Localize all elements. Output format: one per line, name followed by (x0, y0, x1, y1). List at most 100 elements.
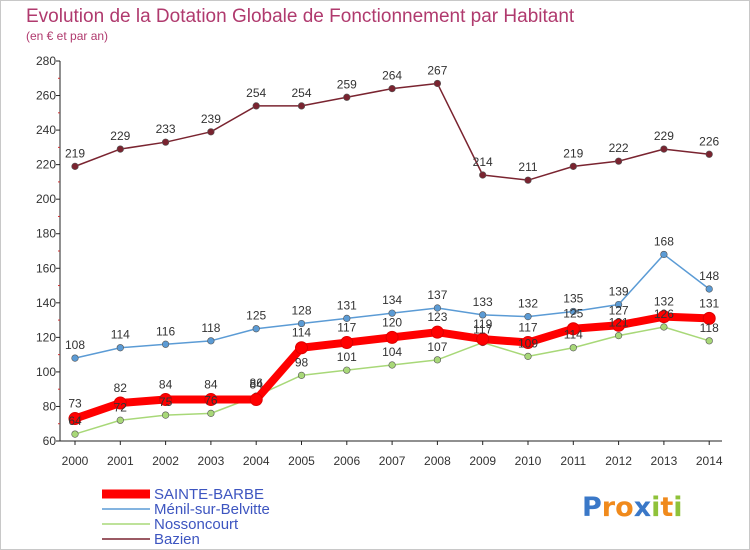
data-point-sainte-barbe (521, 336, 535, 350)
data-point-bazien (433, 79, 442, 88)
data-label-sainte-barbe: 119 (473, 317, 492, 331)
data-point-sainte-barbe (702, 311, 716, 325)
data-point-sainte-barbe (68, 412, 82, 426)
x-tick-label: 2004 (243, 454, 270, 468)
data-point-bazien (705, 150, 713, 158)
x-tick-label: 2003 (198, 454, 225, 468)
x-tick-label: 2008 (424, 454, 451, 468)
data-label-nossoncourt: 109 (518, 336, 538, 350)
data-point-bazien (479, 171, 487, 179)
data-point-sainte-barbe (204, 393, 218, 407)
data-label-nossoncourt: 118 (700, 321, 719, 335)
data-label-m-nil-sur-belvitte: 118 (201, 321, 220, 335)
data-label-m-nil-sur-belvitte: 125 (246, 309, 266, 323)
data-label-m-nil-sur-belvitte: 131 (337, 298, 357, 312)
legend-label: SAINTE-BARBE (154, 486, 264, 503)
data-label-nossoncourt: 126 (654, 307, 674, 321)
data-point-m-nil-sur-belvitte (71, 354, 79, 362)
data-point-nossoncourt (433, 356, 442, 364)
data-point-m-nil-sur-belvitte (705, 285, 713, 293)
data-point-m-nil-sur-belvitte (162, 340, 170, 348)
logo-letter: r (602, 492, 616, 523)
data-point-nossoncourt (705, 337, 713, 345)
x-tick-label: 2001 (107, 454, 134, 468)
data-point-nossoncourt (207, 409, 215, 417)
data-point-nossoncourt (569, 344, 577, 352)
data-point-m-nil-sur-belvitte (660, 250, 668, 259)
data-label-bazien: 214 (473, 155, 493, 169)
proxiti-logo: Proxiti (582, 492, 683, 523)
data-point-bazien (614, 157, 623, 165)
data-label-m-nil-sur-belvitte: 137 (427, 288, 447, 302)
legend-label: Nossoncourt (154, 516, 239, 533)
x-tick-label: 2011 (560, 454, 586, 468)
data-point-nossoncourt (524, 352, 532, 360)
data-point-m-nil-sur-belvitte (343, 314, 351, 322)
logo-letter: i (651, 492, 660, 523)
y-tick-label: 180 (36, 227, 56, 241)
logo-text: Proxiti (582, 492, 683, 523)
data-label-bazien: 226 (699, 134, 719, 148)
data-label-nossoncourt: 72 (114, 400, 128, 414)
logo-letter: i (673, 492, 682, 523)
data-label-nossoncourt: 98 (295, 355, 309, 369)
data-point-bazien (207, 128, 215, 136)
data-label-sainte-barbe: 82 (114, 381, 128, 395)
data-point-bazien (524, 176, 532, 184)
data-label-bazien: 267 (427, 63, 447, 77)
data-label-m-nil-sur-belvitte: 148 (699, 269, 719, 283)
data-label-m-nil-sur-belvitte: 108 (65, 338, 85, 352)
data-label-m-nil-sur-belvitte: 132 (518, 297, 538, 311)
data-point-m-nil-sur-belvitte (388, 309, 396, 317)
data-label-bazien: 233 (156, 122, 176, 136)
data-label-nossoncourt: 75 (159, 395, 173, 409)
data-point-nossoncourt (162, 411, 170, 419)
data-label-m-nil-sur-belvitte: 128 (291, 304, 311, 318)
data-label-bazien: 222 (609, 141, 629, 155)
data-label-m-nil-sur-belvitte: 133 (473, 295, 493, 309)
data-label-bazien: 219 (563, 146, 583, 160)
data-point-m-nil-sur-belvitte (524, 313, 532, 321)
data-point-nossoncourt (297, 371, 306, 379)
data-label-m-nil-sur-belvitte: 134 (382, 293, 402, 307)
data-point-bazien (343, 93, 351, 101)
data-label-bazien: 219 (65, 146, 85, 160)
data-label-bazien: 264 (382, 69, 402, 83)
chart-title: Evolution de la Dotation Globale de Fonc… (26, 6, 575, 27)
data-point-nossoncourt (660, 323, 668, 331)
data-point-sainte-barbe (566, 322, 580, 336)
data-label-sainte-barbe: 127 (609, 303, 629, 317)
y-tick-label: 80 (43, 399, 57, 413)
data-label-sainte-barbe: 73 (68, 397, 82, 411)
data-label-sainte-barbe: 131 (699, 296, 719, 310)
x-tick-label: 2013 (651, 454, 678, 468)
data-point-bazien (388, 85, 396, 93)
data-label-nossoncourt: 121 (609, 316, 629, 330)
data-point-bazien (660, 145, 668, 153)
data-label-nossoncourt: 101 (337, 350, 357, 364)
data-label-sainte-barbe: 84 (204, 378, 218, 392)
x-tick-label: 2009 (469, 454, 496, 468)
legend-label: Bazien (154, 531, 200, 548)
data-label-bazien: 259 (337, 77, 357, 91)
data-label-sainte-barbe: 117 (518, 321, 537, 335)
data-point-sainte-barbe (249, 393, 263, 407)
data-point-m-nil-sur-belvitte (479, 311, 487, 319)
data-label-m-nil-sur-belvitte: 116 (156, 324, 175, 338)
logo-letter: x (634, 492, 651, 523)
data-label-nossoncourt: 76 (204, 393, 218, 407)
data-label-nossoncourt: 104 (382, 345, 402, 359)
data-point-sainte-barbe (340, 336, 354, 350)
data-point-m-nil-sur-belvitte (297, 319, 306, 328)
chart-subtitle: (en € et par an) (26, 29, 108, 43)
y-tick-label: 140 (36, 296, 56, 310)
data-point-bazien (252, 102, 260, 110)
data-label-m-nil-sur-belvitte: 135 (563, 291, 583, 305)
data-label-bazien: 254 (246, 86, 266, 100)
data-point-bazien (71, 162, 79, 170)
data-point-sainte-barbe (476, 332, 490, 346)
y-tick-label: 100 (36, 365, 56, 379)
data-label-bazien: 211 (518, 160, 537, 174)
data-point-bazien (162, 138, 170, 146)
